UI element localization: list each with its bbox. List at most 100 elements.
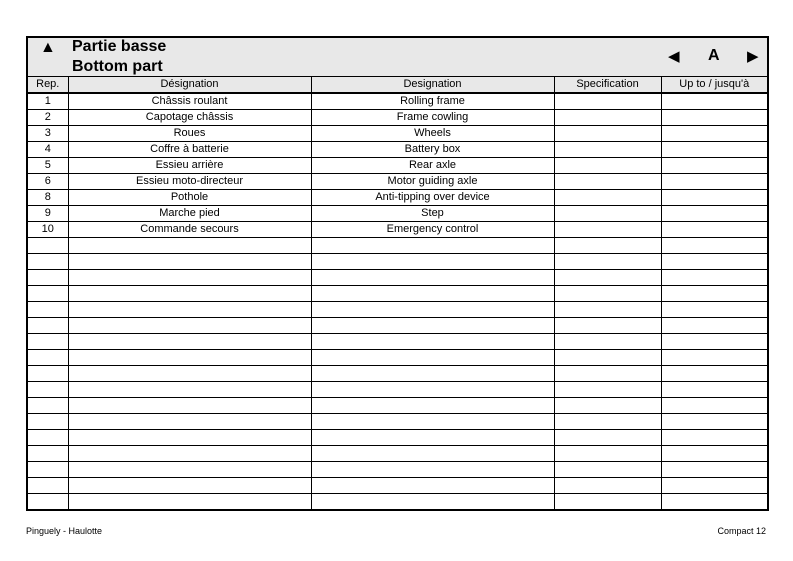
table-row bbox=[28, 253, 767, 270]
cell-designation-en bbox=[310, 445, 554, 462]
table-row: 2 Capotage châssis Frame cowling bbox=[28, 109, 767, 126]
cell-up-to bbox=[660, 317, 767, 334]
cell-designation-fr bbox=[67, 301, 311, 318]
title-en: Bottom part bbox=[72, 58, 163, 75]
cell-designation-en: Emergency control bbox=[310, 221, 554, 238]
sheet-header: ▲ Partie basse Bottom part ◀ A ▶ bbox=[28, 38, 767, 77]
cell-rep bbox=[28, 253, 68, 270]
footer-right: Compact 12 bbox=[717, 526, 766, 536]
cell-designation-en: Frame cowling bbox=[310, 109, 554, 126]
col-up-to: Up to / jusqu'à bbox=[660, 77, 767, 94]
cell-specification bbox=[553, 285, 661, 302]
cell-up-to bbox=[660, 109, 767, 126]
cell-specification bbox=[553, 253, 661, 270]
cell-designation-fr bbox=[67, 269, 311, 286]
cell-rep: 2 bbox=[28, 109, 68, 126]
cell-rep: 8 bbox=[28, 189, 68, 206]
cell-specification bbox=[553, 445, 661, 462]
cell-up-to bbox=[660, 461, 767, 478]
cell-up-to bbox=[660, 93, 767, 110]
table-row bbox=[28, 413, 767, 430]
cell-designation-fr bbox=[67, 445, 311, 462]
cell-rep bbox=[28, 333, 68, 350]
cell-up-to bbox=[660, 397, 767, 414]
table-row: 1 Châssis roulant Rolling frame bbox=[28, 93, 767, 110]
table-row bbox=[28, 397, 767, 414]
cell-up-to bbox=[660, 205, 767, 222]
next-arrow-icon[interactable]: ▶ bbox=[747, 48, 759, 65]
cell-specification bbox=[553, 365, 661, 382]
cell-up-to bbox=[660, 285, 767, 302]
table-row: 3 Roues Wheels bbox=[28, 125, 767, 142]
table-row bbox=[28, 333, 767, 350]
cell-designation-en bbox=[310, 429, 554, 446]
table-row bbox=[28, 429, 767, 446]
cell-designation-fr: Roues bbox=[67, 125, 311, 142]
cell-designation-en bbox=[310, 301, 554, 318]
cell-designation-en bbox=[310, 269, 554, 286]
cell-rep bbox=[28, 445, 68, 462]
cell-specification bbox=[553, 333, 661, 350]
table-row: 9 Marche pied Step bbox=[28, 205, 767, 222]
footer-left: Pinguely - Haulotte bbox=[26, 526, 103, 536]
cell-rep bbox=[28, 461, 68, 478]
cell-specification bbox=[553, 301, 661, 318]
cell-rep bbox=[28, 381, 68, 398]
cell-rep bbox=[28, 269, 68, 286]
cell-rep bbox=[28, 365, 68, 382]
cell-designation-fr: Essieu arrière bbox=[67, 157, 311, 174]
up-arrow-icon[interactable]: ▲ bbox=[40, 39, 56, 56]
cell-designation-en: Anti-tipping over device bbox=[310, 189, 554, 206]
cell-designation-fr: Commande secours bbox=[67, 221, 311, 238]
col-designation-fr: Désignation bbox=[67, 77, 311, 94]
cell-designation-en bbox=[310, 397, 554, 414]
cell-specification bbox=[553, 93, 661, 110]
cell-up-to bbox=[660, 253, 767, 270]
cell-designation-fr: Pothole bbox=[67, 189, 311, 206]
cell-designation-fr bbox=[67, 381, 311, 398]
cell-up-to bbox=[660, 381, 767, 398]
cell-designation-en bbox=[310, 477, 554, 494]
cell-designation-fr bbox=[67, 285, 311, 302]
cell-specification bbox=[553, 381, 661, 398]
cell-up-to bbox=[660, 301, 767, 318]
cell-designation-fr: Essieu moto-directeur bbox=[67, 173, 311, 190]
cell-up-to bbox=[660, 477, 767, 494]
cell-rep: 10 bbox=[28, 221, 68, 238]
cell-rep bbox=[28, 397, 68, 414]
cell-designation-en: Rolling frame bbox=[310, 93, 554, 110]
cell-up-to bbox=[660, 349, 767, 366]
cell-rep: 9 bbox=[28, 205, 68, 222]
cell-specification bbox=[553, 317, 661, 334]
prev-arrow-icon[interactable]: ◀ bbox=[668, 48, 680, 65]
cell-designation-en bbox=[310, 285, 554, 302]
cell-designation-en: Rear axle bbox=[310, 157, 554, 174]
cell-designation-fr bbox=[67, 365, 311, 382]
cell-up-to bbox=[660, 269, 767, 286]
table-row bbox=[28, 285, 767, 302]
cell-up-to bbox=[660, 189, 767, 206]
cell-designation-en bbox=[310, 365, 554, 382]
cell-specification bbox=[553, 493, 661, 509]
table-row bbox=[28, 301, 767, 318]
cell-rep bbox=[28, 301, 68, 318]
cell-up-to bbox=[660, 365, 767, 382]
page-letter: A bbox=[708, 47, 720, 64]
cell-rep bbox=[28, 477, 68, 494]
cell-designation-fr: Coffre à batterie bbox=[67, 141, 311, 158]
cell-designation-en bbox=[310, 461, 554, 478]
cell-rep bbox=[28, 494, 68, 510]
table-row bbox=[28, 237, 767, 254]
cell-designation-en bbox=[310, 493, 554, 509]
cell-designation-en bbox=[310, 381, 554, 398]
table-row bbox=[28, 349, 767, 366]
cell-up-to bbox=[660, 141, 767, 158]
cell-designation-fr: Châssis roulant bbox=[67, 93, 311, 110]
cell-designation-fr bbox=[67, 349, 311, 366]
cell-designation-fr: Marche pied bbox=[67, 205, 311, 222]
cell-designation-en bbox=[310, 333, 554, 350]
cell-rep: 6 bbox=[28, 173, 68, 190]
cell-designation-fr bbox=[67, 253, 311, 270]
cell-specification bbox=[553, 157, 661, 174]
cell-specification bbox=[553, 461, 661, 478]
